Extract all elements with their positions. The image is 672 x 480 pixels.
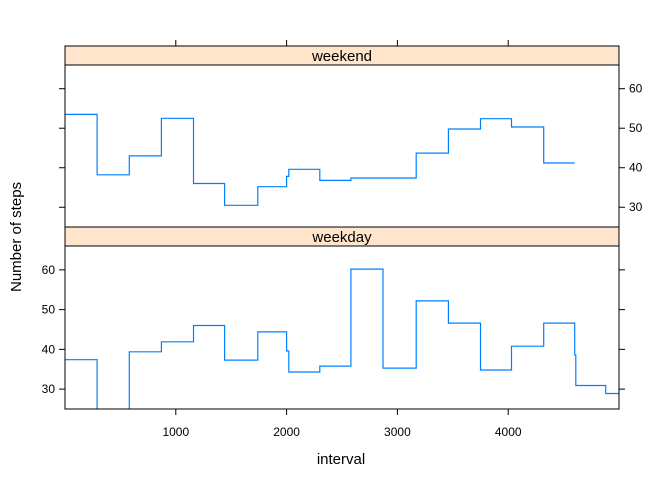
y-tick-label-weekend: 30 (629, 200, 643, 214)
y-tick-label-weekend: 40 (629, 161, 643, 175)
x-tick-label: 1000 (162, 425, 189, 439)
axes-layer: 30 40 50 60 30 40 50 60 1000 2000 3000 4000 (42, 40, 643, 439)
series-line-weekday (65, 268, 619, 409)
x-tick-label: 4000 (495, 425, 522, 439)
y-tick-label-weekday: 60 (42, 263, 56, 277)
y-tick-label-weekday: 30 (42, 382, 56, 396)
x-tick-label: 3000 (384, 425, 411, 439)
strip-label-weekend: weekend (311, 48, 372, 65)
strip-label-weekday: weekday (311, 229, 372, 246)
panels-layer: weekend weekday (64, 45, 620, 410)
x-axis-title: interval (317, 451, 365, 468)
y-tick-label-weekday: 40 (42, 342, 56, 356)
series-line-weekend (65, 113, 575, 206)
y-axis-title: Number of steps (8, 182, 25, 292)
y-tick-label-weekday: 50 (42, 303, 56, 317)
y-tick-label-weekend: 50 (629, 121, 643, 135)
y-tick-label-weekend: 60 (629, 82, 643, 96)
x-tick-label: 2000 (273, 425, 300, 439)
panel-frame-weekend (64, 64, 620, 228)
panel-frame-weekday (64, 245, 620, 410)
